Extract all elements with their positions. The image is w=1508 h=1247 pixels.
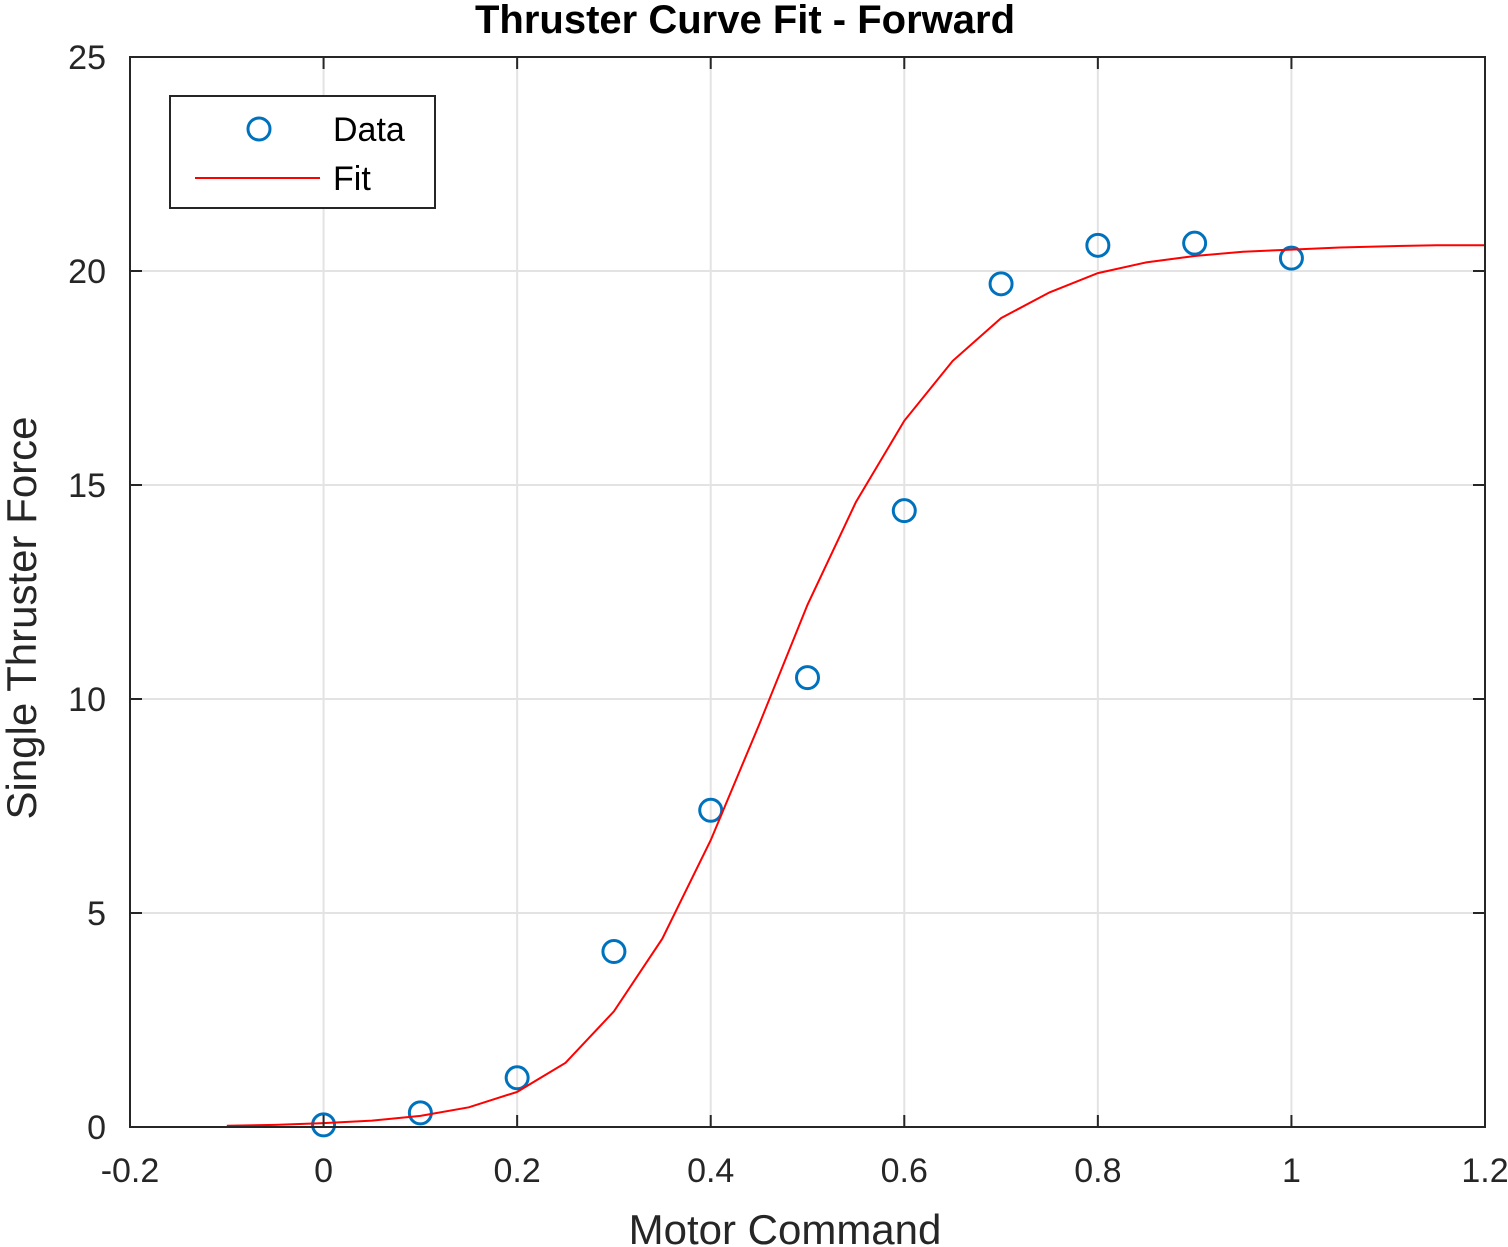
data-point bbox=[601, 939, 627, 965]
legend-box bbox=[169, 95, 436, 209]
x-tick-label: 0.8 bbox=[1074, 1152, 1121, 1190]
axis-ticks bbox=[129, 56, 1486, 1128]
data-point bbox=[1085, 232, 1111, 258]
x-axis-label: Motor Command bbox=[629, 1206, 942, 1247]
data-point bbox=[698, 797, 724, 823]
data-point bbox=[311, 1112, 337, 1138]
y-tick-label: 5 bbox=[87, 895, 106, 933]
x-tick-label: 1.2 bbox=[1461, 1152, 1508, 1190]
data-point bbox=[1182, 230, 1208, 256]
fit-curve bbox=[226, 244, 1485, 1127]
legend-data-marker bbox=[246, 116, 272, 142]
legend-fit-label: Fit bbox=[333, 160, 371, 198]
y-tick-label: 0 bbox=[87, 1109, 106, 1147]
grid-lines bbox=[129, 56, 1486, 1128]
data-point bbox=[795, 665, 820, 691]
y-tick-label: 20 bbox=[68, 253, 106, 291]
axes-box bbox=[129, 56, 1486, 1128]
data-point bbox=[891, 498, 917, 524]
x-tick-label: 1 bbox=[1282, 1152, 1301, 1190]
data-point bbox=[1278, 245, 1304, 271]
x-tick-label: 0.6 bbox=[881, 1152, 928, 1190]
y-axis-label: Single Thruster Force bbox=[0, 416, 45, 819]
data-point bbox=[504, 1065, 530, 1091]
chart-title: Thruster Curve Fit - Forward bbox=[475, 0, 1015, 42]
y-tick-labels: 0 5 10 15 20 25 bbox=[68, 39, 106, 1147]
legend-data-label: Data bbox=[333, 111, 405, 149]
x-tick-label: -0.2 bbox=[101, 1152, 160, 1190]
legend: Data Fit bbox=[169, 95, 436, 209]
y-tick-label: 10 bbox=[68, 681, 106, 719]
x-tick-label: 0.4 bbox=[687, 1152, 734, 1190]
data-point bbox=[988, 271, 1014, 297]
y-tick-label: 25 bbox=[68, 39, 106, 77]
data-point bbox=[407, 1100, 433, 1126]
y-tick-label: 15 bbox=[68, 467, 106, 505]
plot-content bbox=[226, 230, 1485, 1138]
x-tick-label: 0.2 bbox=[494, 1152, 541, 1190]
x-tick-labels: -0.2 0 0.2 0.4 0.6 0.8 1 1.2 bbox=[101, 1152, 1508, 1190]
x-tick-label: 0 bbox=[314, 1152, 333, 1190]
